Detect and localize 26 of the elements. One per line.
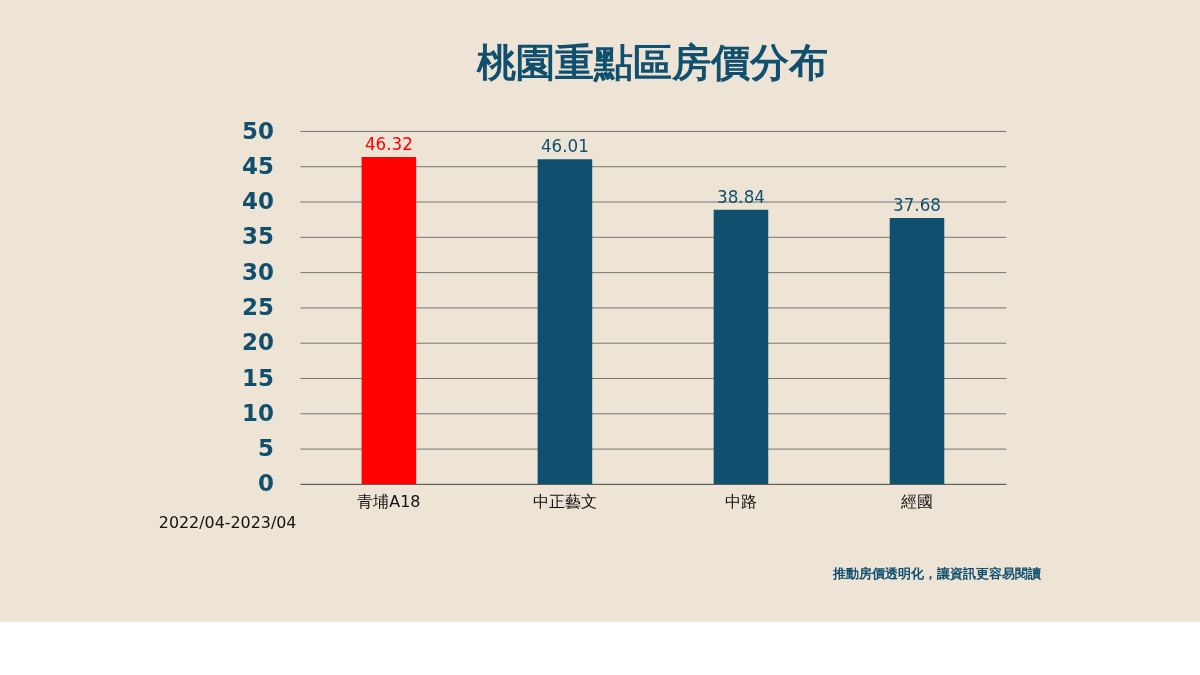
x-tick-label: 經國 [899,492,933,512]
x-tick-label: 青埔A18 [357,492,421,512]
bar [889,217,945,484]
data-label: 46.32 [364,133,413,154]
y-tick-label: 5 [258,435,274,462]
data-label: 46.01 [540,136,589,157]
y-tick-label: 20 [242,329,274,356]
y-tick-label: 10 [242,399,274,426]
y-tick-label: 30 [242,258,274,285]
bar [361,156,417,484]
y-tick-label: 45 [242,152,274,179]
data-label: 38.84 [716,186,765,207]
chart-title: 桃園重點區房價分布 [476,40,829,86]
bar [713,209,769,484]
y-tick-label: 25 [242,293,274,320]
y-tick-label: 40 [242,188,274,215]
text: 推動房價透明化，讓資訊更容易閱讀 [832,566,1043,582]
y-tick-label: 0 [258,470,274,497]
y-tick-label: 15 [242,364,274,391]
x-tick-label: 中正藝文 [532,492,597,512]
x-tick-label: 中路 [724,492,757,512]
text: 2022/04-2023/04 [158,513,297,533]
bar [537,159,593,484]
y-tick-label: 50 [242,117,274,144]
data-label: 37.68 [893,194,941,215]
y-tick-label: 35 [242,223,274,250]
